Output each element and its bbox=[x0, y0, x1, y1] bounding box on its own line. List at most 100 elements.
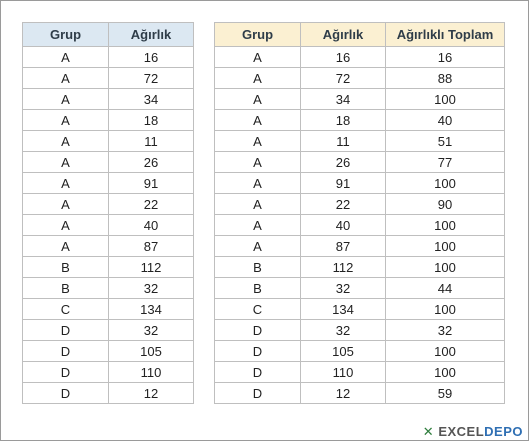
cell-agirlik[interactable]: 26 bbox=[300, 151, 386, 173]
cell-agirlik[interactable]: 87 bbox=[108, 235, 194, 257]
cell-agirlik[interactable]: 12 bbox=[108, 382, 194, 404]
cell-grup[interactable]: D bbox=[22, 319, 109, 341]
cell-agirlikli-toplam[interactable]: 100 bbox=[385, 361, 505, 383]
cell-grup[interactable]: A bbox=[22, 235, 109, 257]
table-row: A 72 bbox=[22, 67, 194, 89]
cell-agirlik[interactable]: 87 bbox=[300, 235, 386, 257]
cell-grup[interactable]: A bbox=[22, 151, 109, 173]
cell-agirlik[interactable]: 40 bbox=[108, 214, 194, 236]
cell-grup[interactable]: B bbox=[22, 256, 109, 278]
cell-grup[interactable]: A bbox=[214, 193, 301, 215]
cell-agirlik[interactable]: 18 bbox=[300, 109, 386, 131]
cell-grup[interactable]: A bbox=[214, 109, 301, 131]
cell-agirlik[interactable]: 112 bbox=[300, 256, 386, 278]
cell-agirlik[interactable]: 11 bbox=[108, 130, 194, 152]
cell-agirlikli-toplam[interactable]: 44 bbox=[385, 277, 505, 299]
cell-grup[interactable]: A bbox=[214, 214, 301, 236]
cell-grup[interactable]: A bbox=[22, 172, 109, 194]
cell-grup[interactable]: A bbox=[22, 46, 109, 68]
cell-grup[interactable]: D bbox=[214, 382, 301, 404]
cell-agirlik[interactable]: 18 bbox=[108, 109, 194, 131]
cell-grup[interactable]: B bbox=[22, 277, 109, 299]
cell-agirlikli-toplam[interactable]: 100 bbox=[385, 235, 505, 257]
cell-agirlik[interactable]: 110 bbox=[300, 361, 386, 383]
cell-agirlik[interactable]: 105 bbox=[108, 340, 194, 362]
cell-grup[interactable]: A bbox=[22, 193, 109, 215]
cell-grup[interactable]: B bbox=[214, 256, 301, 278]
table-row: D 32 bbox=[22, 319, 194, 341]
cell-agirlikli-toplam[interactable]: 32 bbox=[385, 319, 505, 341]
cell-agirlikli-toplam[interactable]: 100 bbox=[385, 172, 505, 194]
cell-grup[interactable]: A bbox=[22, 130, 109, 152]
table-row: D 12 bbox=[22, 382, 194, 404]
cell-agirlik[interactable]: 32 bbox=[108, 319, 194, 341]
table-row: C 134 100 bbox=[214, 298, 505, 320]
cell-agirlik[interactable]: 134 bbox=[300, 298, 386, 320]
watermark-part2: DEPO bbox=[484, 424, 523, 439]
cell-agirlikli-toplam[interactable]: 88 bbox=[385, 67, 505, 89]
cell-agirlik[interactable]: 72 bbox=[300, 67, 386, 89]
cell-agirlik[interactable]: 91 bbox=[108, 172, 194, 194]
cell-agirlik[interactable]: 72 bbox=[108, 67, 194, 89]
cell-grup[interactable]: A bbox=[214, 151, 301, 173]
cell-grup[interactable]: A bbox=[214, 235, 301, 257]
table-row: D 105 100 bbox=[214, 340, 505, 362]
cell-agirlik[interactable]: 105 bbox=[300, 340, 386, 362]
cell-agirlik[interactable]: 110 bbox=[108, 361, 194, 383]
table-row: A 87 100 bbox=[214, 235, 505, 257]
cell-agirlikli-toplam[interactable]: 51 bbox=[385, 130, 505, 152]
table-row: A 11 51 bbox=[214, 130, 505, 152]
cell-grup[interactable]: D bbox=[22, 382, 109, 404]
cell-grup[interactable]: A bbox=[22, 88, 109, 110]
cell-agirlik[interactable]: 112 bbox=[108, 256, 194, 278]
cell-agirlik[interactable]: 11 bbox=[300, 130, 386, 152]
table-row: A 87 bbox=[22, 235, 194, 257]
cell-grup[interactable]: A bbox=[22, 214, 109, 236]
cell-grup[interactable]: A bbox=[214, 172, 301, 194]
cell-grup[interactable]: A bbox=[214, 67, 301, 89]
cell-grup[interactable]: D bbox=[22, 361, 109, 383]
cell-agirlikli-toplam[interactable]: 100 bbox=[385, 214, 505, 236]
cell-agirlik[interactable]: 26 bbox=[108, 151, 194, 173]
cell-agirlik[interactable]: 40 bbox=[300, 214, 386, 236]
table-row: A 11 bbox=[22, 130, 194, 152]
right-table: Grup Ağırlık Ağırlıklı Toplam A 16 16 A 72 88… bbox=[214, 22, 505, 404]
cell-agirlikli-toplam[interactable]: 100 bbox=[385, 340, 505, 362]
cell-agirlik[interactable]: 16 bbox=[300, 46, 386, 68]
cell-grup[interactable]: C bbox=[214, 298, 301, 320]
cell-grup[interactable]: A bbox=[214, 88, 301, 110]
cell-agirlikli-toplam[interactable]: 40 bbox=[385, 109, 505, 131]
cell-grup[interactable]: D bbox=[214, 340, 301, 362]
cell-agirlik[interactable]: 134 bbox=[108, 298, 194, 320]
cell-agirlikli-toplam[interactable]: 90 bbox=[385, 193, 505, 215]
cell-grup[interactable]: A bbox=[214, 46, 301, 68]
cell-grup[interactable]: A bbox=[22, 67, 109, 89]
cell-agirlikli-toplam[interactable]: 100 bbox=[385, 298, 505, 320]
cell-grup[interactable]: C bbox=[22, 298, 109, 320]
cell-agirlik[interactable]: 22 bbox=[300, 193, 386, 215]
cell-agirlik[interactable]: 32 bbox=[108, 277, 194, 299]
cell-agirlikli-toplam[interactable]: 16 bbox=[385, 46, 505, 68]
cell-agirlik[interactable]: 32 bbox=[300, 277, 386, 299]
cell-grup[interactable]: D bbox=[214, 319, 301, 341]
cell-grup[interactable]: A bbox=[22, 109, 109, 131]
cell-grup[interactable]: B bbox=[214, 277, 301, 299]
cell-agirlikli-toplam[interactable]: 100 bbox=[385, 256, 505, 278]
cell-grup[interactable]: D bbox=[22, 340, 109, 362]
cell-agirlik[interactable]: 16 bbox=[108, 46, 194, 68]
cell-agirlik[interactable]: 34 bbox=[108, 88, 194, 110]
cell-agirlik[interactable]: 12 bbox=[300, 382, 386, 404]
cell-agirlik[interactable]: 34 bbox=[300, 88, 386, 110]
table-row: A 18 bbox=[22, 109, 194, 131]
cell-grup[interactable]: A bbox=[214, 130, 301, 152]
cell-agirlikli-toplam[interactable]: 100 bbox=[385, 88, 505, 110]
table-row: B 32 bbox=[22, 277, 194, 299]
cell-agirlikli-toplam[interactable]: 59 bbox=[385, 382, 505, 404]
table-row: B 112 100 bbox=[214, 256, 505, 278]
header-row: Grup Ağırlık Ağırlıklı Toplam bbox=[214, 22, 505, 47]
cell-agirlik[interactable]: 22 bbox=[108, 193, 194, 215]
cell-grup[interactable]: D bbox=[214, 361, 301, 383]
cell-agirlikli-toplam[interactable]: 77 bbox=[385, 151, 505, 173]
cell-agirlik[interactable]: 91 bbox=[300, 172, 386, 194]
cell-agirlik[interactable]: 32 bbox=[300, 319, 386, 341]
